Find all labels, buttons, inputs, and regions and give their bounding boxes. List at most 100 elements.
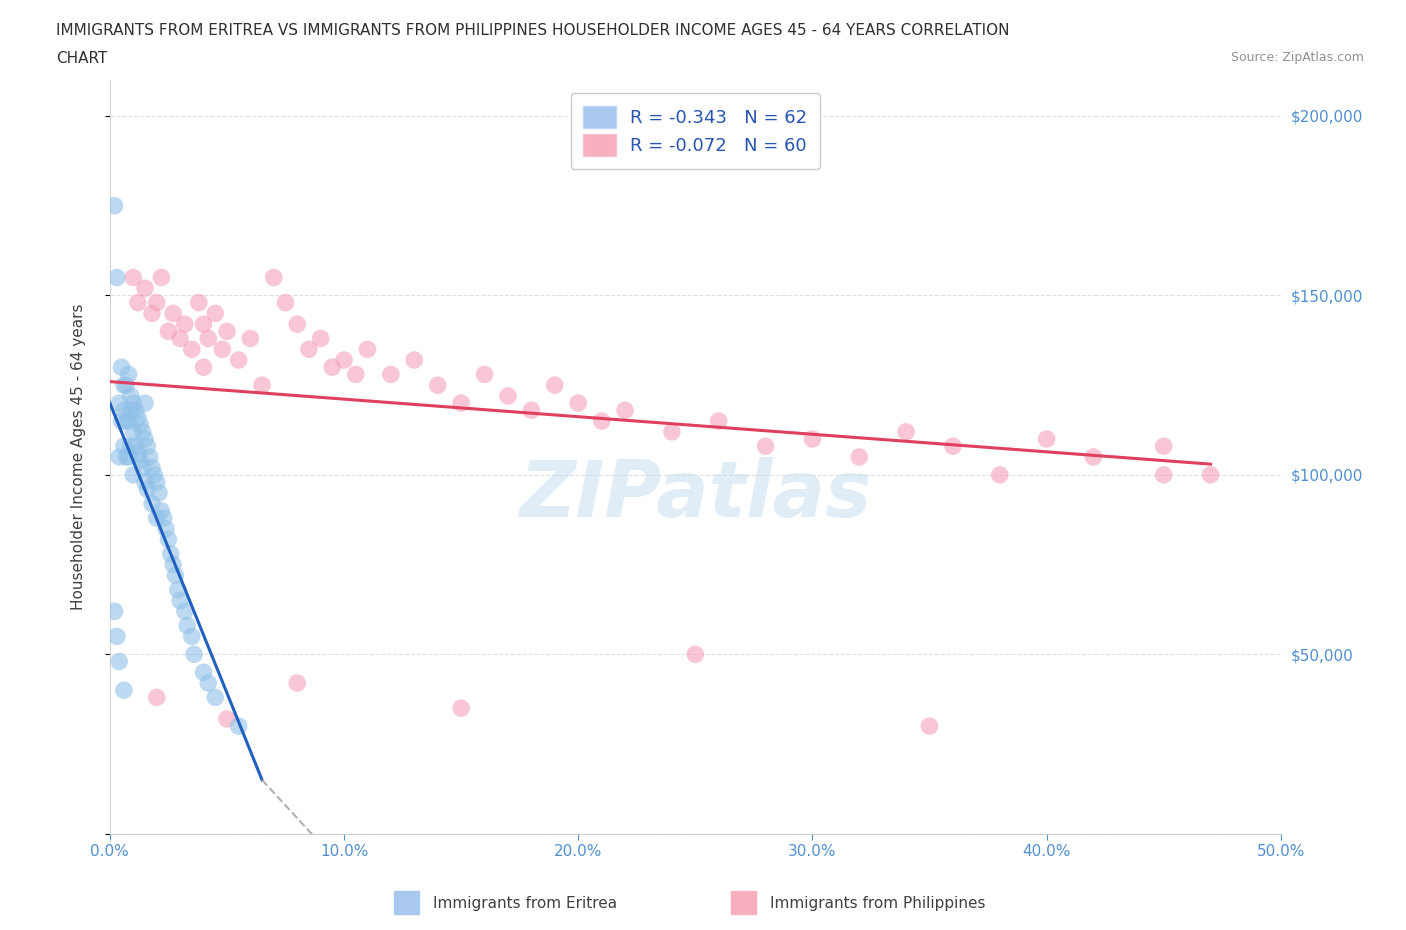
Point [661, 424, 683, 439]
Point [755, 439, 778, 454]
Point [155, 522, 177, 537]
Point [105, 270, 128, 285]
Point [115, 378, 138, 392]
Point [544, 378, 567, 392]
Point [356, 342, 378, 357]
Point [165, 568, 187, 583]
Point [211, 342, 233, 357]
Point [344, 367, 367, 382]
Point [169, 593, 191, 608]
Point [250, 378, 273, 392]
Point [263, 270, 285, 285]
Point [129, 418, 152, 432]
Point [152, 511, 174, 525]
Point [157, 532, 180, 547]
Point [134, 432, 156, 446]
Point [148, 485, 170, 500]
Point [520, 403, 543, 418]
Point [117, 367, 139, 382]
Point [105, 629, 128, 644]
Point [173, 604, 195, 618]
Point [120, 389, 142, 404]
Text: IMMIGRANTS FROM ERITREA VS IMMIGRANTS FROM PHILIPPINES HOUSEHOLDER INCOME AGES 4: IMMIGRANTS FROM ERITREA VS IMMIGRANTS FR… [56, 23, 1010, 38]
Point [450, 700, 472, 715]
Point [110, 360, 132, 375]
Point [685, 647, 707, 662]
Point [285, 317, 308, 332]
Point [127, 445, 149, 460]
Point [108, 395, 131, 410]
Point [173, 317, 195, 332]
Text: Immigrants from Philippines: Immigrants from Philippines [770, 896, 986, 910]
Point [124, 439, 146, 454]
Point [1199, 468, 1222, 483]
Point [180, 629, 202, 644]
Point [591, 414, 613, 429]
Point [108, 449, 131, 464]
Point [141, 497, 163, 512]
Point [112, 439, 135, 454]
Point [115, 414, 138, 429]
Point [197, 675, 219, 690]
Point [228, 352, 250, 367]
Point [103, 198, 125, 213]
Point [496, 389, 519, 404]
Point [122, 424, 145, 439]
Point [159, 547, 181, 562]
Point [112, 403, 135, 418]
Point [145, 690, 167, 705]
Point [162, 306, 184, 321]
Point [134, 474, 156, 489]
Point [110, 414, 132, 429]
Point [145, 295, 167, 310]
Point [162, 557, 184, 572]
Point [942, 439, 965, 454]
Point [141, 306, 163, 321]
Point [426, 378, 449, 392]
Y-axis label: Householder Income Ages 45 - 64 years: Householder Income Ages 45 - 64 years [72, 304, 86, 610]
Point [180, 342, 202, 357]
Point [404, 352, 426, 367]
Point [197, 331, 219, 346]
Point [321, 360, 343, 375]
Point [112, 683, 135, 698]
Point [614, 403, 637, 418]
Point [450, 395, 472, 410]
Point [136, 439, 159, 454]
Point [138, 449, 160, 464]
Point [707, 414, 730, 429]
Text: CHART: CHART [56, 51, 108, 66]
Text: Source: ZipAtlas.com: Source: ZipAtlas.com [1230, 51, 1364, 64]
Point [108, 654, 131, 669]
Point [169, 331, 191, 346]
Point [239, 331, 262, 346]
Legend: R = -0.343   N = 62, R = -0.072   N = 60: R = -0.343 N = 62, R = -0.072 N = 60 [571, 93, 820, 168]
Point [274, 295, 297, 310]
Point [134, 281, 156, 296]
Point [131, 424, 153, 439]
Point [193, 360, 215, 375]
Point [103, 604, 125, 618]
Point [309, 331, 332, 346]
Point [567, 395, 589, 410]
Point [122, 395, 145, 410]
Point [1153, 468, 1175, 483]
Point [127, 410, 149, 425]
Point [136, 482, 159, 497]
Point [134, 395, 156, 410]
Point [894, 424, 917, 439]
Point [141, 460, 163, 475]
Point [157, 324, 180, 339]
Point [193, 317, 215, 332]
Point [145, 474, 167, 489]
Point [117, 449, 139, 464]
Point [117, 414, 139, 429]
Point [801, 432, 824, 446]
Point [112, 378, 135, 392]
Point [150, 270, 173, 285]
Point [380, 367, 402, 382]
Point [145, 511, 167, 525]
Point [127, 295, 149, 310]
Point [918, 719, 941, 734]
Point [150, 503, 173, 518]
